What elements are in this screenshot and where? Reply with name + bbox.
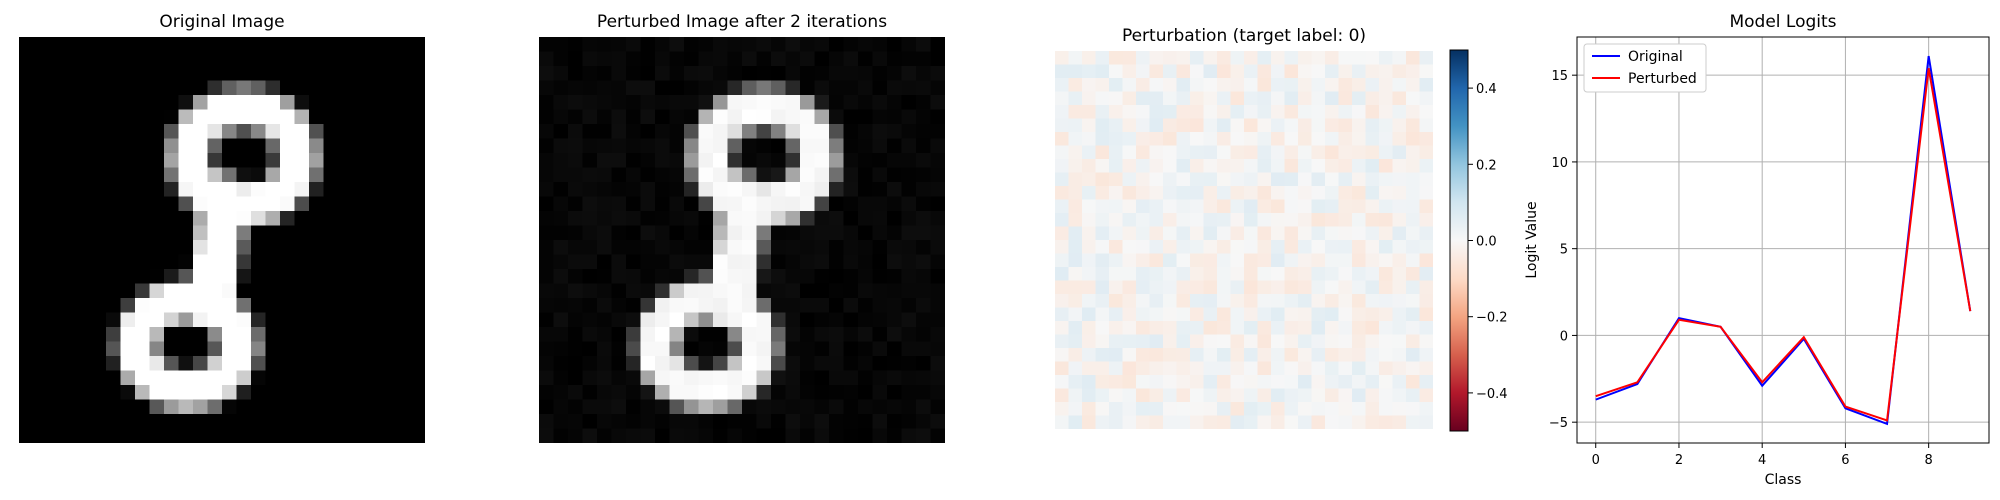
perturbed-digit-image — [539, 37, 945, 443]
x-tick-label: 6 — [1841, 453, 1849, 468]
perturbation-heatmap — [1055, 51, 1433, 429]
y-tick-label: 15 — [1551, 69, 1568, 84]
logits-x-axis-label: Class — [1765, 472, 1802, 488]
logits-legend: Original Perturbed — [1583, 43, 1707, 93]
colorbar: 0.4 0.2 0.0 −0.2 −0.4 — [1449, 49, 1508, 432]
perturbation-title: Perturbation (target label: 0) — [1121, 26, 1367, 46]
logits-y-axis-label: Logit Value — [1524, 201, 1540, 278]
original-digit-image — [19, 37, 425, 443]
x-tick-label: 2 — [1675, 453, 1683, 468]
x-tick-label: 0 — [1592, 453, 1600, 468]
y-tick-label: 10 — [1551, 156, 1568, 171]
colorbar-tick-label: −0.4 — [1476, 387, 1508, 402]
logits-axes-frame — [1576, 36, 1990, 444]
legend-perturbed-label: Perturbed — [1628, 71, 1697, 87]
series-line-original — [1595, 55, 1972, 426]
logits-series — [1595, 55, 1972, 426]
colorbar-tick-label: −0.2 — [1476, 311, 1508, 326]
x-tick-label: 4 — [1758, 453, 1766, 468]
colorbar-tick-label: 0.0 — [1476, 235, 1497, 250]
colorbar-tick-label: 0.4 — [1476, 82, 1497, 97]
original-image-title: Original Image — [159, 12, 285, 32]
perturbed-image-title: Perturbed Image after 2 iterations — [596, 12, 888, 32]
y-tick-label: 0 — [1560, 329, 1568, 344]
x-tick-label: 8 — [1925, 453, 1933, 468]
legend-original-label: Original — [1628, 49, 1683, 65]
model-logits-title: Model Logits — [1729, 12, 1837, 32]
logits-ticks: 0 2 4 6 8 −5 0 5 10 15 — [1549, 69, 1933, 468]
series-line-perturbed — [1595, 68, 1972, 422]
y-tick-label: 5 — [1560, 243, 1568, 258]
y-tick-label: −5 — [1549, 416, 1568, 431]
colorbar-tick-label: 0.2 — [1476, 158, 1497, 173]
